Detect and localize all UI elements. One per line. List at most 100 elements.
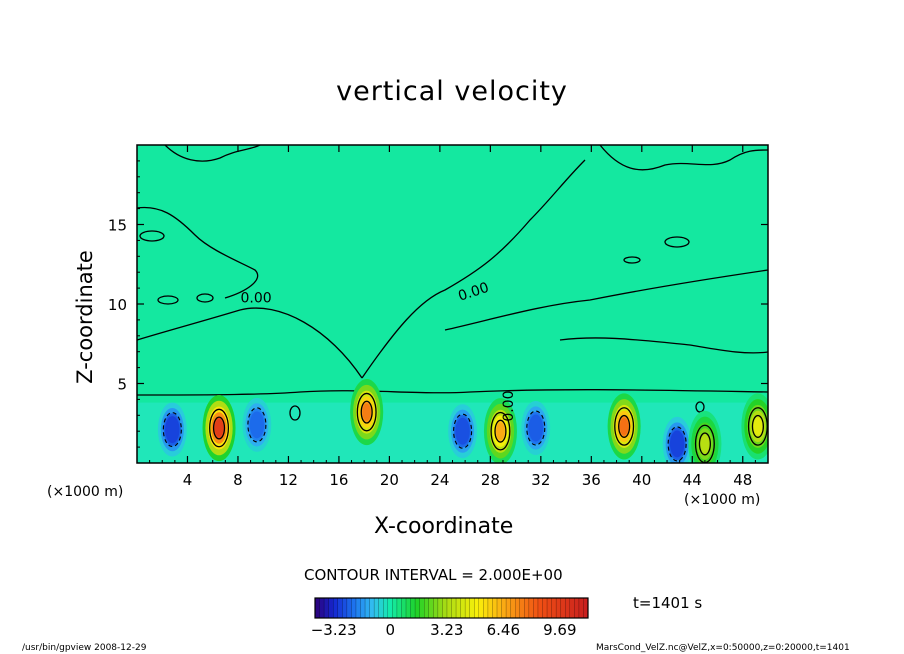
colorbar-swatch-14: [378, 598, 384, 618]
colorbar-tick-label-3: 6.46: [487, 621, 520, 639]
colorbar-swatch-44: [515, 598, 521, 618]
contour-eddy-4: [623, 256, 641, 264]
colorbar-swatch-52: [551, 598, 557, 618]
colorbar-swatch-45: [519, 598, 525, 618]
colorbar-swatch-38: [487, 598, 493, 618]
contour-eddy-2: [157, 295, 179, 305]
colorbar-swatch-5: [337, 598, 343, 618]
colorbar-swatch-19: [401, 598, 407, 618]
colorbar-swatch-13: [374, 598, 380, 618]
footer-left-text: /usr/bin/gpview 2008-12-29: [22, 643, 147, 653]
updraft-contour-5-1: [751, 414, 764, 438]
downdraft-cell-1-level-3: [249, 411, 265, 439]
contour-labels: 0.00 0.000.00: [240, 280, 517, 422]
colorbar-swatch-36: [478, 598, 484, 618]
convective-cells: [157, 379, 768, 463]
updraft-cell-3-level-5: [619, 417, 629, 435]
downdraft-cell-4-level-3: [669, 430, 685, 458]
colorbar-frame: [314, 597, 589, 619]
colorbar-swatch-3: [328, 598, 334, 618]
colorbar-swatch-55: [565, 598, 571, 618]
contour-eddy-7: [695, 401, 705, 413]
contour-eddy-5: [664, 236, 690, 248]
colorbar-swatch-57: [574, 598, 580, 618]
colorbar-swatch-41: [501, 598, 507, 618]
colorbar-swatch-20: [406, 598, 412, 618]
updraft-contour-1-1: [360, 400, 373, 424]
colorbar-tick-label-0: −3.23: [311, 621, 357, 639]
colorbar-swatch-48: [533, 598, 539, 618]
x-tick-label-28: 28: [481, 471, 500, 489]
colorbar-swatch-11: [365, 598, 371, 618]
updraft-contour-1-0: [356, 392, 377, 432]
colorbar-swatch-49: [537, 598, 543, 618]
x-tick-label-36: 36: [582, 471, 601, 489]
colorbar-swatch-54: [560, 598, 566, 618]
x-axis-label: X-coordinate: [374, 514, 514, 539]
x-tick-label-24: 24: [430, 471, 449, 489]
x-tick-label-12: 12: [279, 471, 298, 489]
updraft-contour-3-0: [614, 407, 635, 446]
x-tick-label-20: 20: [380, 471, 399, 489]
colorbar-swatch-35: [474, 598, 480, 618]
colorbar-swatch-27: [437, 598, 443, 618]
colorbar-swatch-17: [392, 598, 398, 618]
downdraft-cell-2-level-3: [455, 417, 470, 445]
updraft-contour-3-1: [618, 414, 631, 438]
contour-interval-label: CONTOUR INTERVAL = 2.000E+00: [304, 566, 563, 584]
x-tick-label-16: 16: [329, 471, 348, 489]
colorbar: −3.23 0 3.23 6.46 9.69: [311, 597, 589, 639]
contour-zero-right-cone: [361, 159, 586, 379]
contour-zero-mid-right: [559, 337, 768, 354]
x-tick-label-8: 8: [233, 471, 243, 489]
x-axis-ticks: 4 8 12 16 20 24 28 32 36 40 44 48: [149, 145, 756, 489]
y-tick-label-10: 10: [108, 296, 127, 314]
field-background: [137, 145, 768, 463]
updraft-contour-2-1: [494, 419, 507, 443]
contour-zero-low-band: [137, 389, 768, 396]
colorbar-swatch-21: [410, 598, 416, 618]
contour-eddy-1: [139, 230, 165, 242]
updraft-contour-2-0: [490, 411, 511, 451]
colorbar-swatch-6: [342, 598, 348, 618]
colorbar-swatch-26: [433, 598, 439, 618]
colorbar-swatch-25: [428, 598, 434, 618]
colorbar-swatch-23: [419, 598, 425, 618]
colorbar-swatch-37: [483, 598, 489, 618]
x-tick-label-44: 44: [683, 471, 702, 489]
updraft-cell-2-level-5: [496, 422, 505, 440]
x-tick-label-4: 4: [183, 471, 193, 489]
colorbar-swatch-51: [547, 598, 553, 618]
colorbar-tick-label-2: 3.23: [430, 621, 463, 639]
colorbar-swatch-29: [446, 598, 452, 618]
colorbar-swatch-1: [319, 598, 325, 618]
footer-right-text: MarsCond_VelZ.nc@VelZ,x=0:50000,z=0:2000…: [596, 643, 850, 653]
y-axis-ticks: 5 10 15: [108, 160, 768, 448]
colorbar-swatch-58: [578, 598, 584, 618]
colorbar-swatch-56: [569, 598, 575, 618]
contour-zero-top-left: [164, 145, 261, 162]
colorbar-swatch-43: [510, 598, 516, 618]
colorbar-swatch-34: [469, 598, 475, 618]
y-tick-label-5: 5: [117, 376, 127, 394]
colorbar-swatch-53: [556, 598, 562, 618]
contour-zero-left-cone: [137, 307, 363, 379]
x-tick-label-48: 48: [733, 471, 752, 489]
contour-eddy-3: [196, 293, 214, 303]
downdraft-cell-0-level-3: [165, 416, 180, 444]
colorbar-swatch-12: [369, 598, 375, 618]
downdraft-contour-1: [247, 407, 267, 443]
colorbar-swatch-15: [383, 598, 389, 618]
contour-zero-right-layer: [444, 269, 768, 331]
colorbar-swatch-32: [460, 598, 466, 618]
updraft-cell-0-level-5: [214, 419, 224, 437]
colorbar-swatch-0: [315, 598, 321, 618]
colorbar-swatch-59: [583, 598, 589, 618]
updraft-cell-5-level-5: [753, 417, 763, 435]
y-tick-label-15: 15: [108, 217, 127, 235]
contour-zero-top-right: [599, 145, 768, 171]
colorbar-swatch-39: [492, 598, 498, 618]
updraft-cell-1-level-5: [362, 403, 371, 421]
time-label: t=1401 s: [633, 594, 703, 612]
